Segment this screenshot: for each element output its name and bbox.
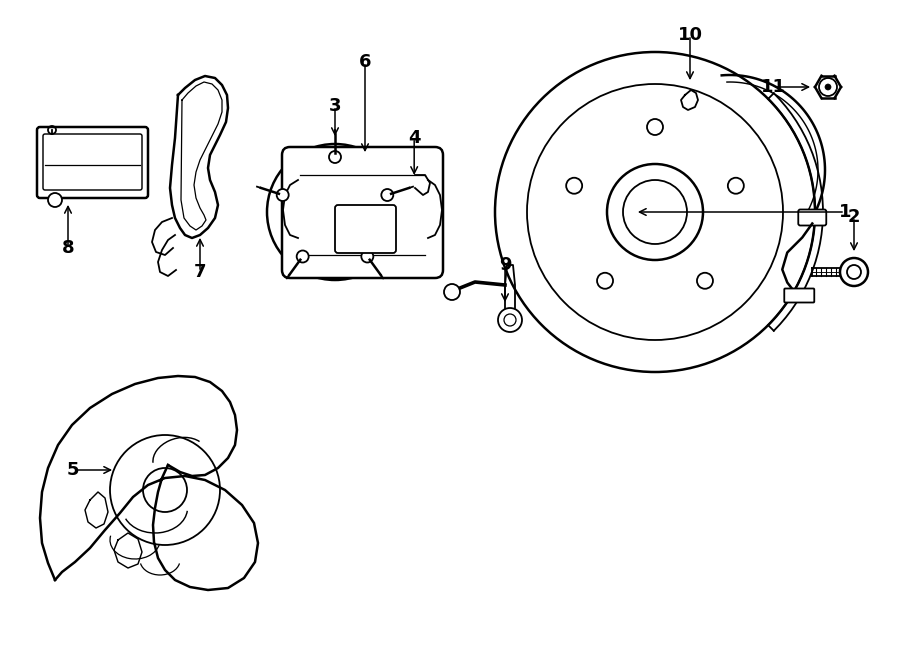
FancyBboxPatch shape	[335, 205, 396, 253]
Text: 4: 4	[408, 129, 420, 147]
Circle shape	[498, 308, 522, 332]
FancyBboxPatch shape	[282, 147, 443, 278]
Circle shape	[329, 151, 341, 163]
Text: 10: 10	[678, 26, 703, 44]
Text: 2: 2	[848, 208, 860, 226]
Text: 3: 3	[328, 97, 341, 115]
Text: 1: 1	[839, 203, 851, 221]
Text: 6: 6	[359, 53, 372, 71]
Circle shape	[444, 284, 460, 300]
Circle shape	[495, 52, 815, 372]
Circle shape	[297, 250, 309, 263]
Text: 8: 8	[62, 239, 75, 257]
FancyBboxPatch shape	[798, 209, 826, 226]
FancyBboxPatch shape	[37, 127, 148, 198]
Circle shape	[48, 193, 62, 207]
Text: 5: 5	[67, 461, 79, 479]
Circle shape	[382, 189, 393, 201]
Circle shape	[267, 144, 403, 280]
Circle shape	[361, 250, 374, 263]
Circle shape	[276, 189, 289, 201]
Text: 9: 9	[499, 256, 511, 274]
Text: 11: 11	[760, 78, 786, 96]
Text: 7: 7	[194, 263, 206, 281]
FancyBboxPatch shape	[784, 289, 814, 303]
Circle shape	[825, 84, 831, 90]
